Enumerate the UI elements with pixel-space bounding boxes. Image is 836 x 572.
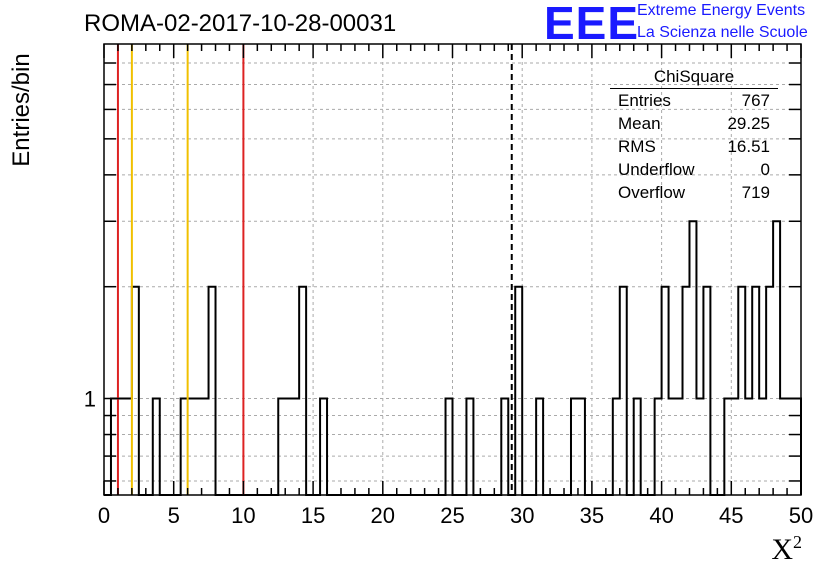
stats-row-overflow: Overflow 719: [610, 181, 778, 204]
stats-value: 0: [760, 160, 770, 179]
stats-value: 16.51: [727, 137, 770, 156]
stats-label: RMS: [618, 137, 656, 156]
histogram-bin: [683, 287, 690, 495]
histogram-bin: [620, 287, 627, 495]
stats-label: Mean: [618, 114, 661, 133]
histogram-bin: [773, 221, 780, 495]
stats-label: Underflow: [618, 160, 695, 179]
stats-value: 29.25: [727, 114, 770, 133]
histogram-bin: [689, 221, 696, 495]
histogram-bin: [738, 287, 745, 495]
x-tick-label: 50: [789, 503, 813, 528]
stats-rows: Entries 767 Mean 29.25 RMS 16.51 Underflow 0 Ove…: [610, 89, 778, 204]
eee-logo-line-2: La Scienza nelle Scuole: [637, 24, 808, 41]
x-tick-label: 35: [580, 503, 604, 528]
eee-logo: EEE: [544, 0, 640, 49]
x-axis-label-superscript: 2: [793, 532, 802, 552]
stats-label: Overflow: [618, 183, 686, 202]
histogram-bin: [209, 287, 216, 495]
x-tick-label: 10: [231, 503, 255, 528]
stats-value: 719: [741, 183, 770, 202]
x-tick-label: 5: [168, 503, 180, 528]
x-axis-label: X2: [771, 532, 802, 567]
histogram-bin: [766, 287, 773, 495]
x-axis-label-base: X: [771, 533, 793, 566]
histogram-bin: [515, 287, 522, 495]
run-title: ROMA-02-2017-10-28-00031: [84, 10, 397, 37]
x-tick-label: 20: [371, 503, 395, 528]
stats-row-underflow: Underflow 0: [610, 158, 778, 181]
x-tick-label: 40: [649, 503, 673, 528]
x-tick-label: 25: [440, 503, 464, 528]
histogram-bin: [132, 287, 139, 495]
x-tick-label: 45: [719, 503, 743, 528]
stats-title: ChiSquare: [610, 66, 778, 89]
x-tick-label: 15: [301, 503, 325, 528]
eee-logo-line-1: Extreme Energy Events: [637, 2, 806, 19]
stats-box: ChiSquare Entries 767 Mean 29.25 RMS 16.51 Und…: [610, 66, 778, 204]
stats-row-entries: Entries 767: [610, 89, 778, 112]
histogram-bin: [662, 287, 669, 495]
histogram-bin: [703, 287, 710, 495]
stats-label: Entries: [618, 91, 671, 110]
stats-row-mean: Mean 29.25: [610, 112, 778, 135]
histogram-bin: [752, 287, 759, 495]
x-tick-label: 30: [510, 503, 534, 528]
stats-value: 767: [741, 91, 770, 110]
stats-row-rms: RMS 16.51: [610, 135, 778, 158]
histogram-bin: [299, 287, 306, 495]
y-tick-label: 1: [84, 387, 96, 412]
x-tick-label: 0: [98, 503, 110, 528]
